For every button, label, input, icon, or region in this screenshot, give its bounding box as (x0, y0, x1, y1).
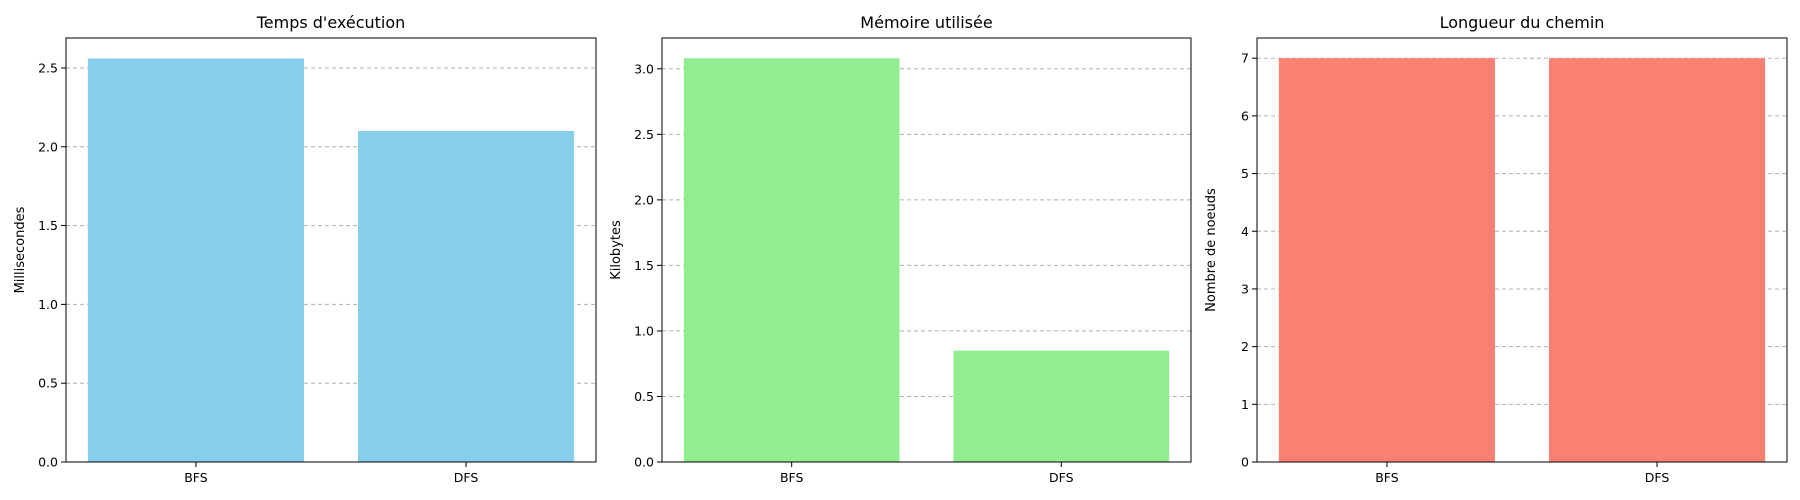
chart-title: Temps d'exécution (256, 13, 406, 32)
y-tick-label: 1.5 (634, 258, 654, 273)
y-tick-label: 1.0 (634, 323, 654, 338)
x-tick-label: DFS (1645, 470, 1670, 485)
y-tick-label: 1.5 (38, 218, 58, 233)
bar-bfs (87, 58, 304, 462)
chart-panel-2: 0.0 0.5 1.0 1.5 2.0 2.5 3.0 BFS DFS Mémoire utili… (609, 13, 1192, 485)
x-tick-label: BFS (184, 470, 208, 485)
y-tick-label: 4 (1241, 224, 1249, 239)
y-tick-label: 2 (1241, 339, 1249, 354)
y-tick-label: 5 (1241, 166, 1249, 181)
y-tick-label: 2.0 (38, 139, 58, 154)
y-tick-label: 0 (1241, 455, 1249, 470)
plot-frame (661, 37, 1192, 463)
y-tick-label: 1.0 (38, 297, 58, 312)
y-axis-label: Millisecondes (13, 206, 28, 293)
y-tick-label: 3 (1241, 281, 1249, 296)
y-tick-label: 3.0 (634, 61, 654, 76)
y-tick-label: 7 (1241, 51, 1249, 66)
y-tick-label: 2.5 (634, 127, 654, 142)
y-axis-label: Kilobytes (609, 220, 624, 280)
x-tick-label: BFS (1375, 470, 1399, 485)
y-tick-label: 0.0 (634, 455, 654, 470)
bar-dfs (953, 350, 1170, 462)
bar-dfs (358, 130, 575, 462)
plot-frame (65, 37, 597, 463)
bar-bfs (1278, 58, 1495, 462)
chart-panel-3: 0 1 2 3 4 5 6 7 BFS DFS Longueur du chemin Nombre d… (1204, 13, 1788, 485)
y-tick-label: 0.5 (634, 389, 654, 404)
chart-panel-1: 0.0 0.5 1.0 1.5 2.0 2.5 BFS DFS Temps d'exécutio… (13, 13, 597, 485)
y-tick-label: 0.5 (38, 376, 58, 391)
bar-bfs (683, 58, 900, 462)
chart-title: Mémoire utilisée (860, 13, 992, 32)
y-tick-label: 6 (1241, 108, 1249, 123)
bar-dfs (1549, 58, 1766, 462)
y-tick-label: 0.0 (38, 455, 58, 470)
x-tick-label: BFS (780, 470, 804, 485)
chart-title: Longueur du chemin (1440, 13, 1605, 32)
x-tick-label: DFS (1049, 470, 1074, 485)
x-tick-label: DFS (454, 470, 479, 485)
y-tick-label: 1 (1241, 397, 1249, 412)
y-tick-label: 2.0 (634, 192, 654, 207)
y-axis-label: Nombre de noeuds (1204, 188, 1219, 312)
y-tick-label: 2.5 (38, 60, 58, 75)
plot-frame (1256, 37, 1788, 463)
